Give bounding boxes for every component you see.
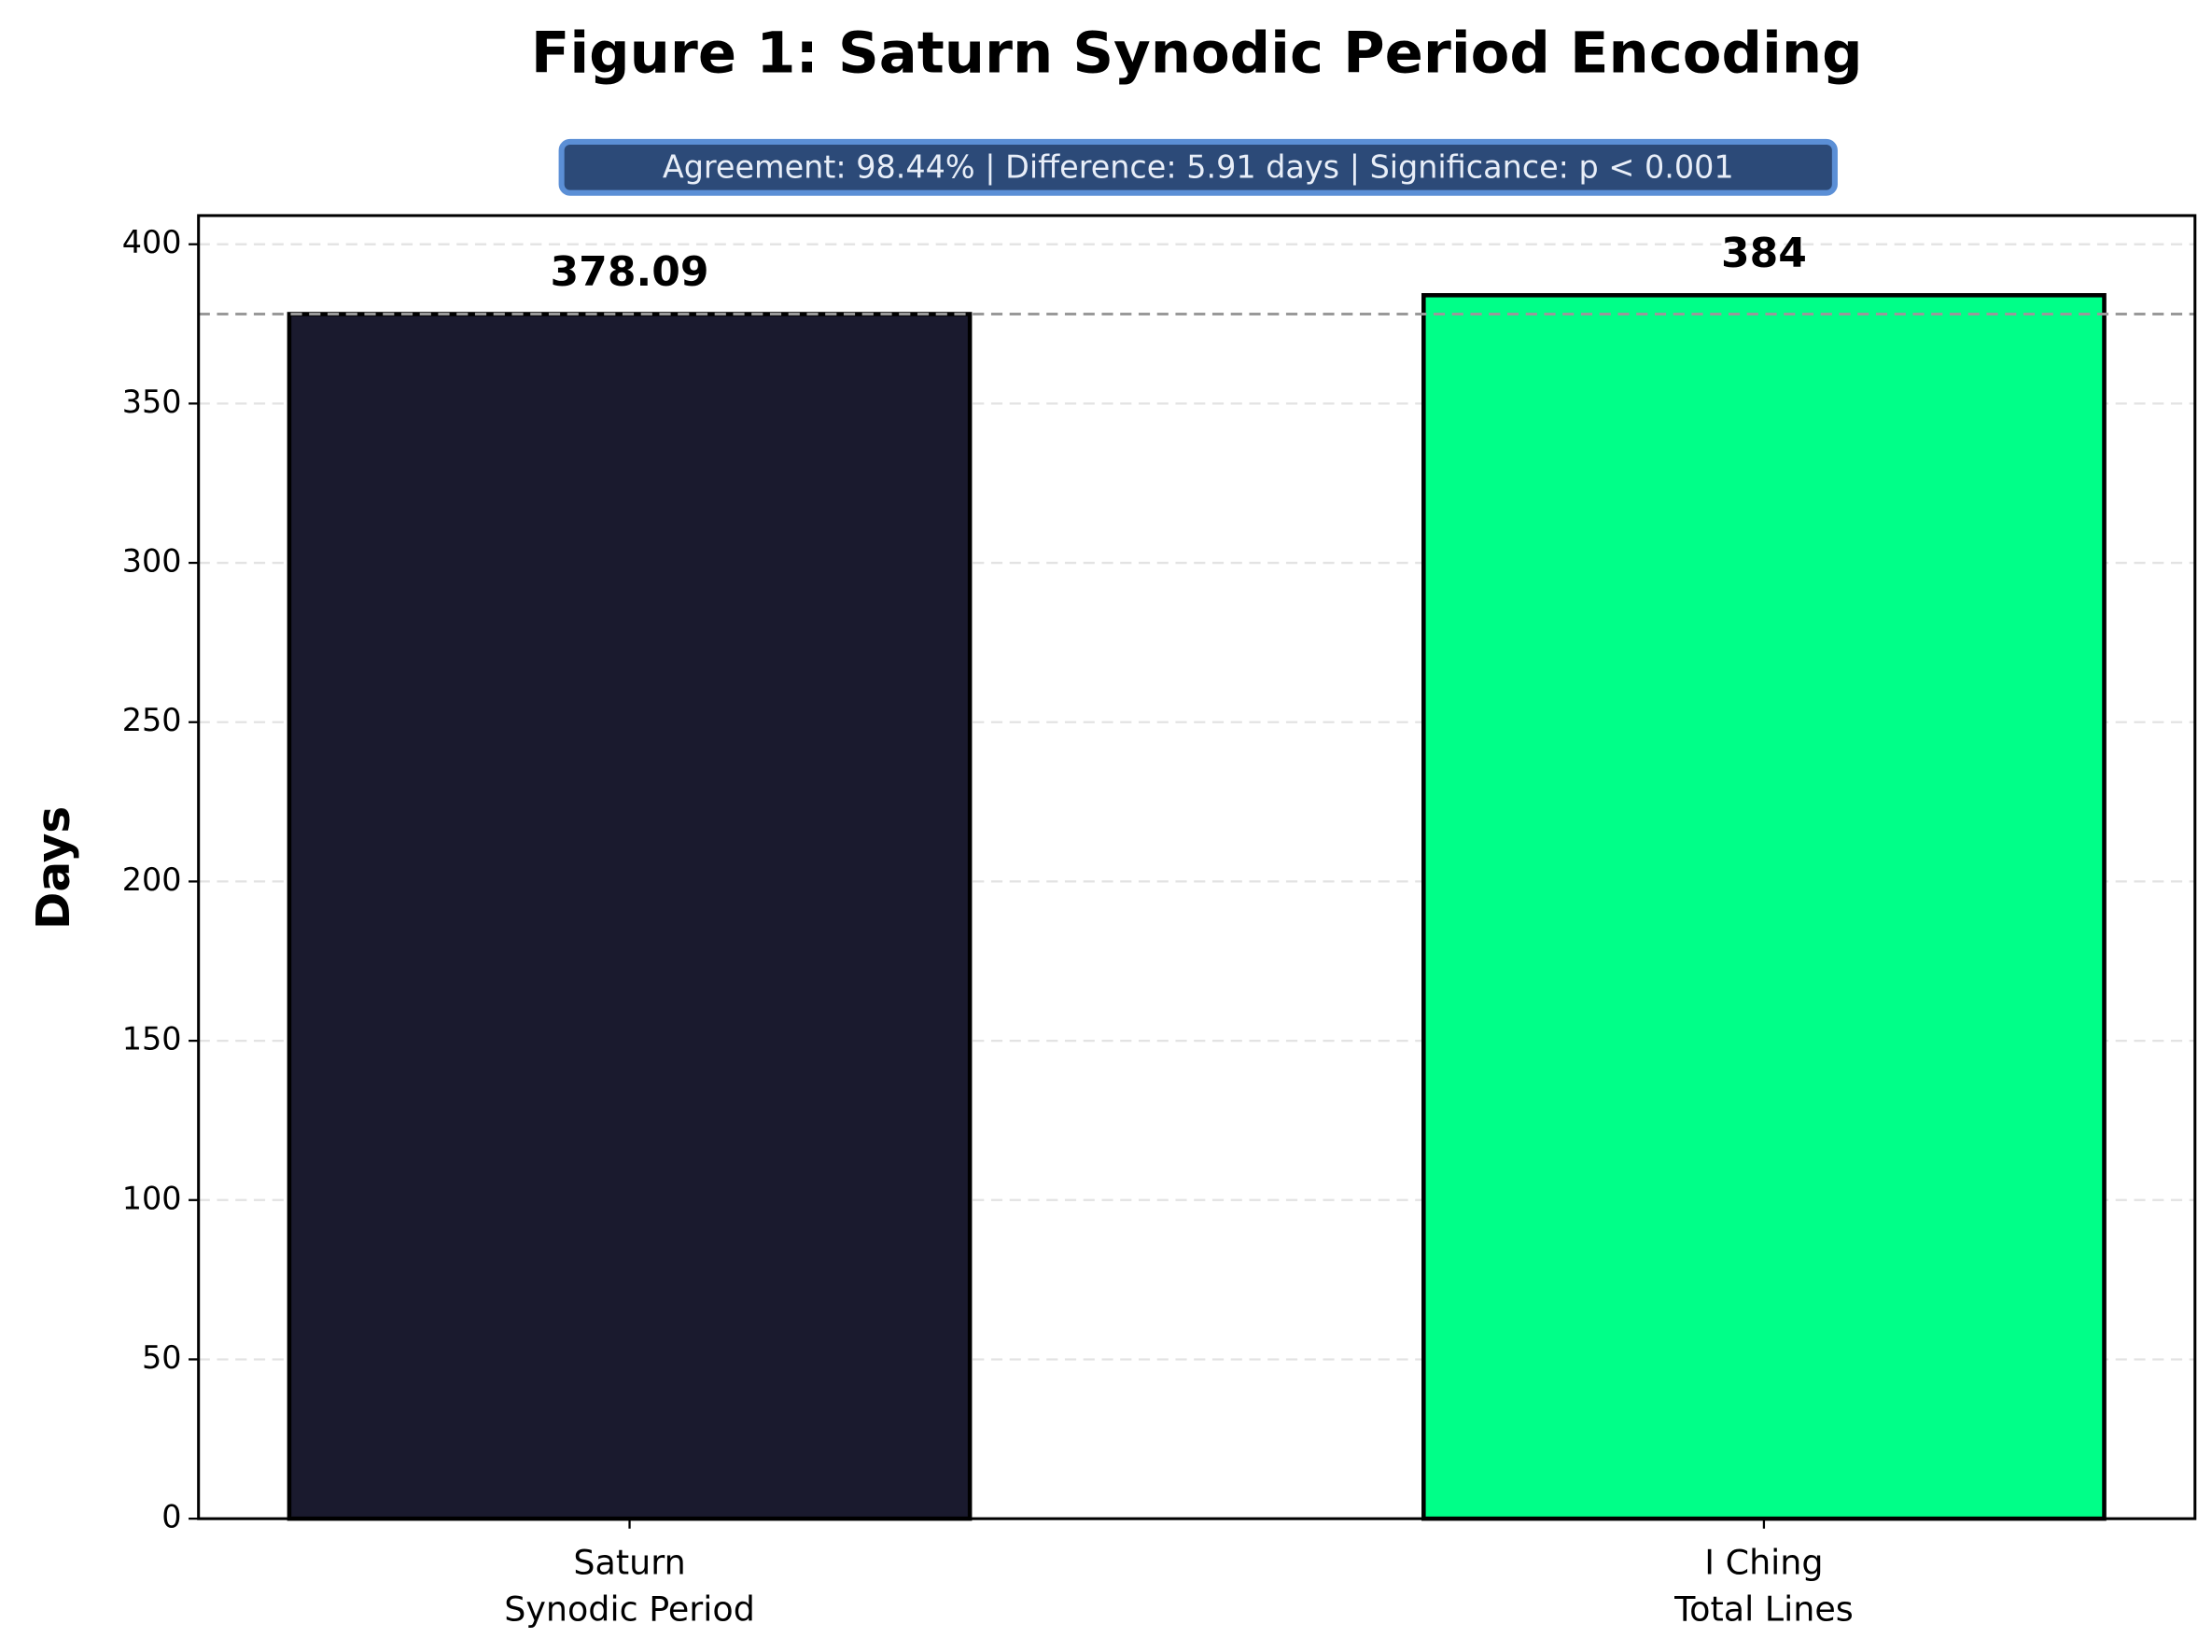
y-axis-label: Days (28, 806, 80, 930)
y-tick-label: 250 (122, 702, 182, 738)
chart-title: Figure 1: Saturn Synodic Period Encoding (531, 21, 1863, 86)
y-tick-label: 200 (122, 861, 182, 898)
annotation-box (558, 138, 1838, 196)
y-tick-label: 50 (142, 1339, 182, 1376)
y-tick-label: 100 (122, 1180, 182, 1216)
y-tick-label: 150 (122, 1021, 182, 1057)
annotation: Agreement: 98.44% | Difference: 5.91 day… (663, 148, 1734, 185)
axes-frame (197, 214, 2197, 1520)
x-tick-label: Synodic Period (504, 1589, 755, 1629)
y-tick-label: 300 (122, 543, 182, 580)
y-tick-label: 0 (161, 1499, 181, 1535)
bar (1421, 293, 2107, 1521)
x-tick-label: Saturn (573, 1542, 685, 1582)
y-tick-label: 350 (122, 384, 182, 420)
value-label: 384 (1721, 230, 1807, 277)
value-label: 378.09 (551, 248, 709, 296)
plot-area: 378.09 384 (198, 230, 2195, 1521)
y-tick-label: 400 (122, 224, 182, 260)
bar (287, 312, 973, 1521)
x-tick-label: I Ching (1704, 1542, 1823, 1582)
x-tick-label: Total Lines (1673, 1589, 1854, 1629)
